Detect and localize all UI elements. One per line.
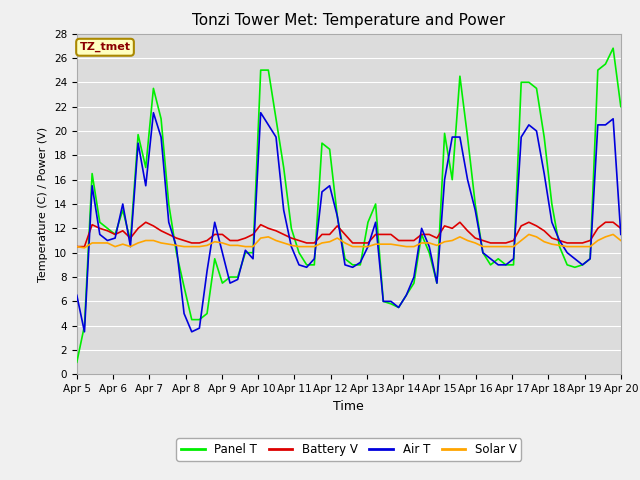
Legend: Panel T, Battery V, Air T, Solar V: Panel T, Battery V, Air T, Solar V [176,438,522,461]
X-axis label: Time: Time [333,400,364,413]
Title: Tonzi Tower Met: Temperature and Power: Tonzi Tower Met: Temperature and Power [192,13,506,28]
Y-axis label: Temperature (C) / Power (V): Temperature (C) / Power (V) [38,126,48,282]
Text: TZ_tmet: TZ_tmet [79,42,131,52]
